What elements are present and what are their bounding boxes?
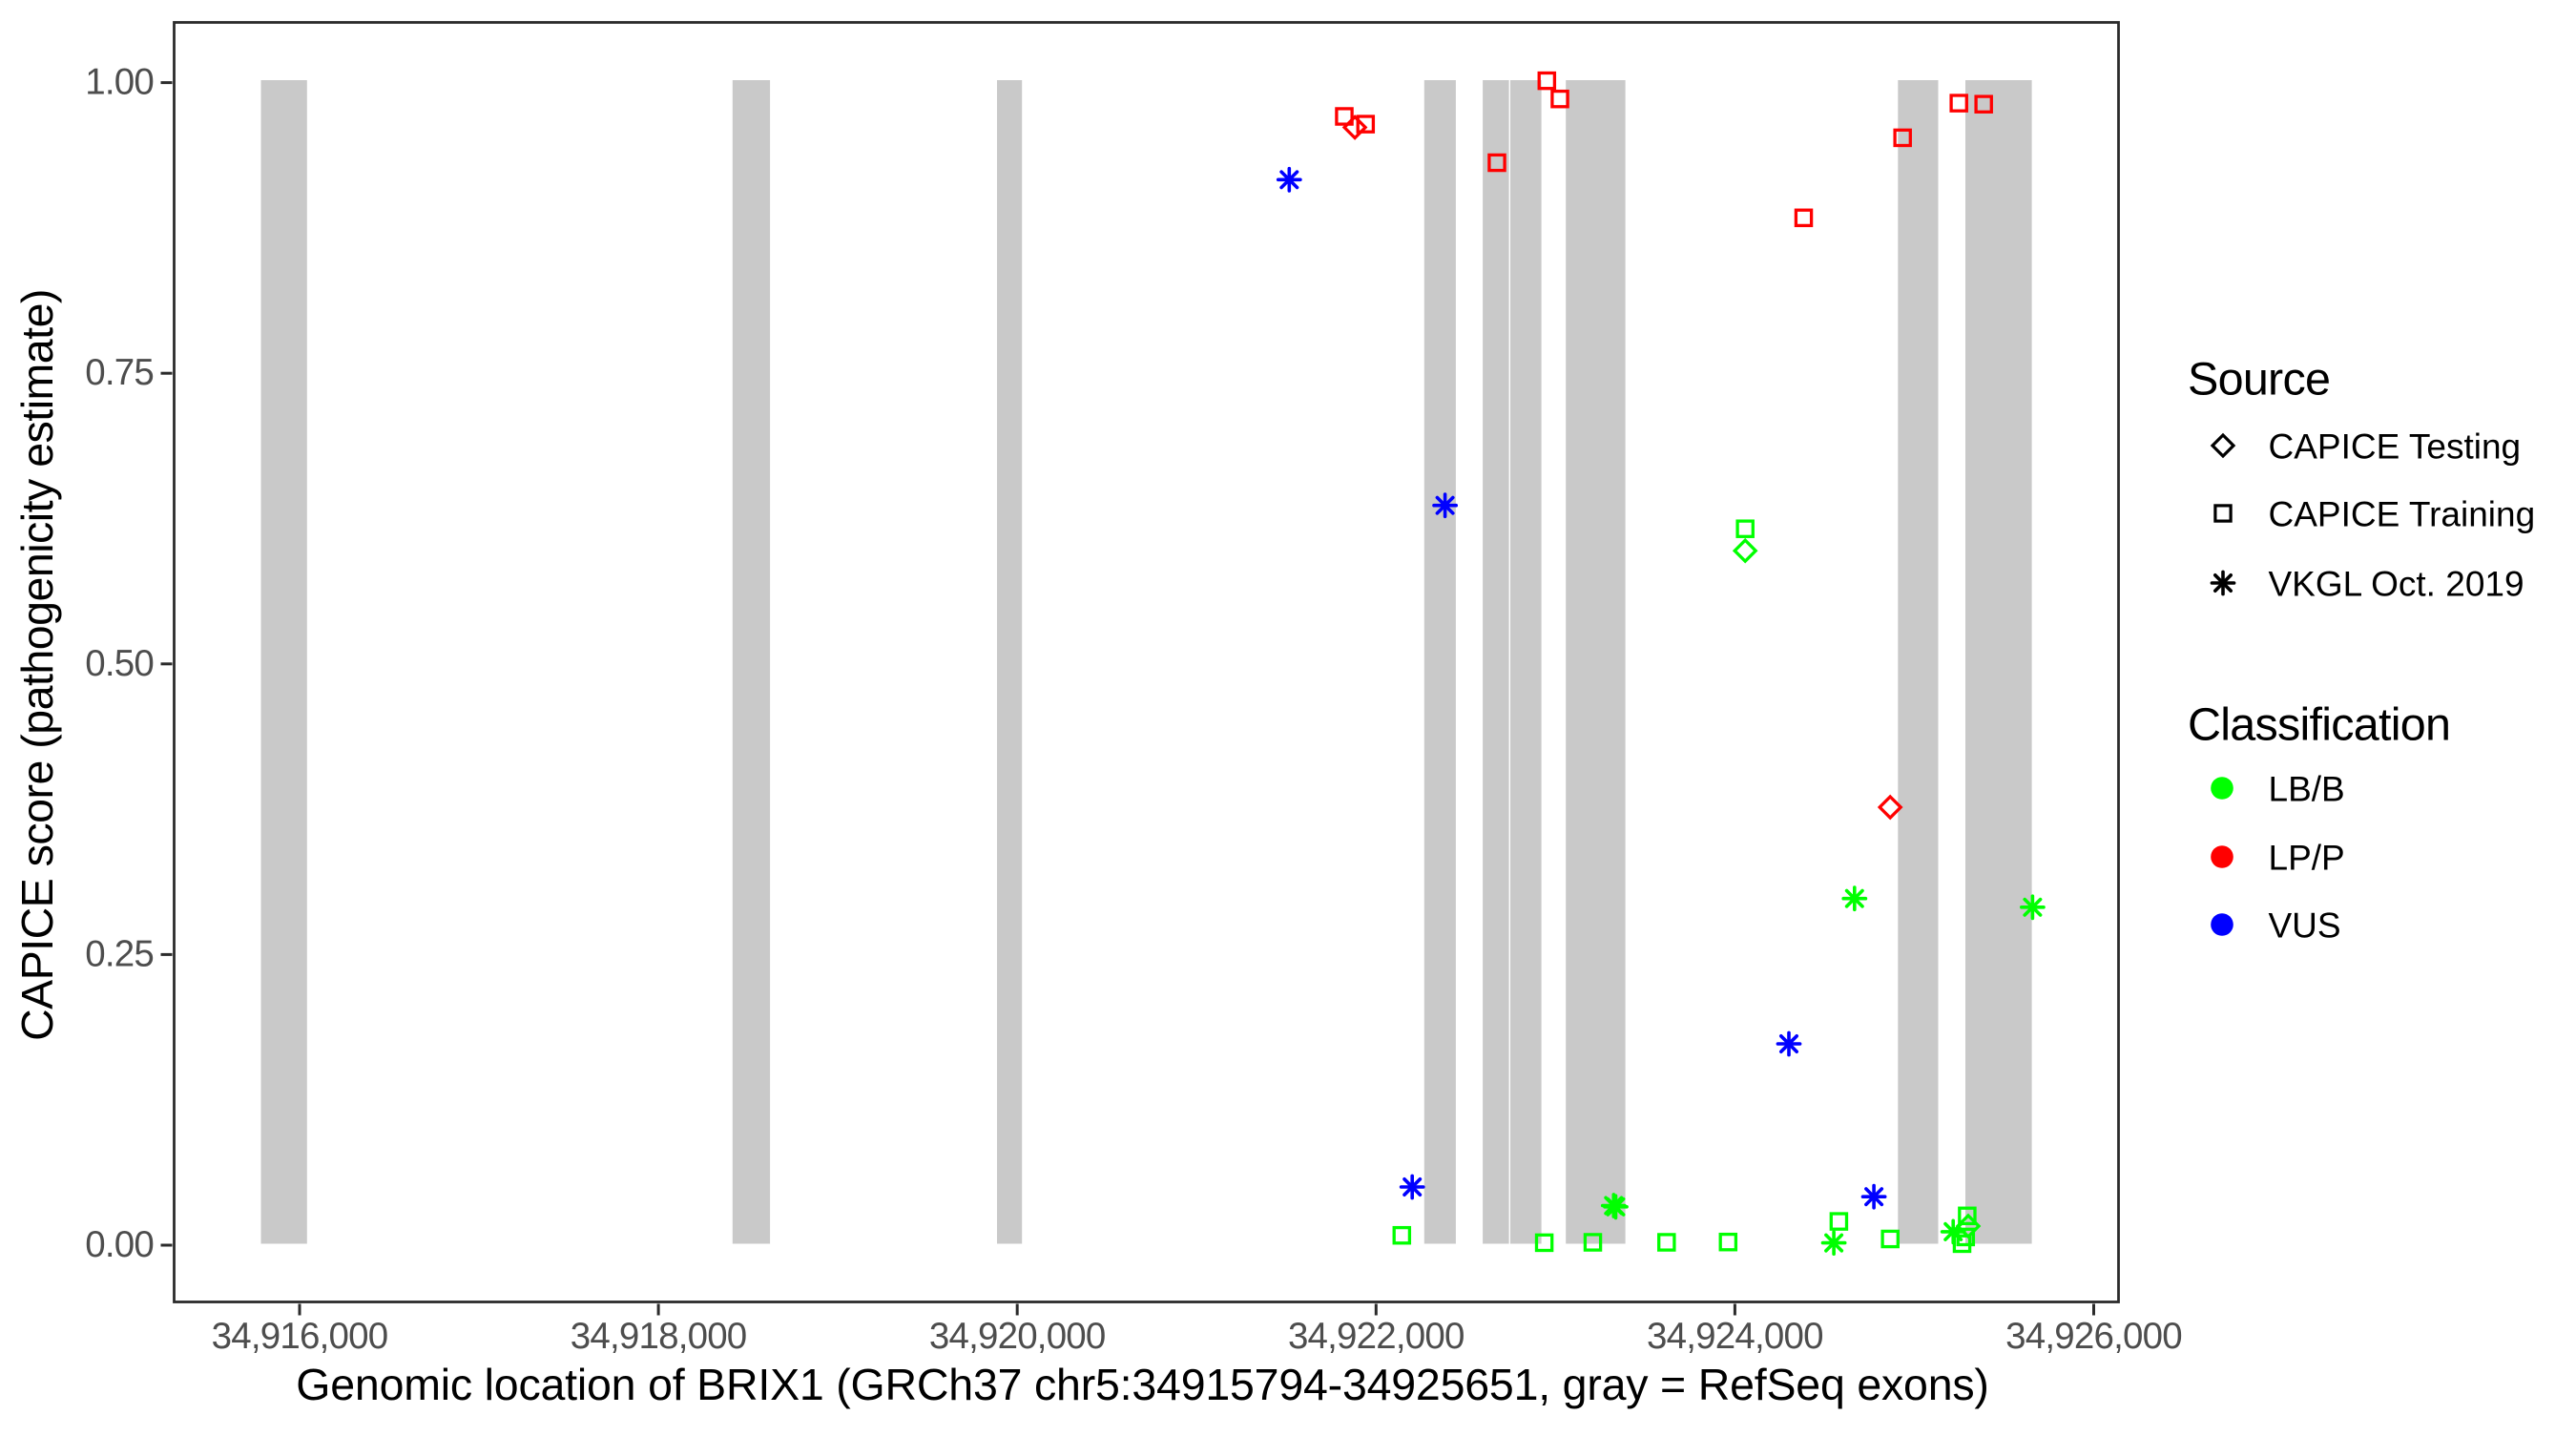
svg-text:34,922,000: 34,922,000 [1288,1316,1465,1357]
svg-text:0.00: 0.00 [85,1224,154,1265]
svg-text:CAPICE score (pathogenicity es: CAPICE score (pathogenicity estimate) [12,289,62,1041]
svg-text:34,918,000: 34,918,000 [571,1316,747,1357]
svg-text:CAPICE Training: CAPICE Training [2269,495,2536,534]
svg-text:34,924,000: 34,924,000 [1647,1316,1823,1357]
svg-text:Genomic location of BRIX1 (GRC: Genomic location of BRIX1 (GRCh37 chr5:3… [296,1360,1988,1409]
svg-text:LP/P: LP/P [2269,839,2345,878]
svg-text:34,926,000: 34,926,000 [2005,1316,2182,1357]
svg-text:CAPICE Testing: CAPICE Testing [2269,427,2522,467]
svg-text:0.25: 0.25 [85,933,154,974]
svg-text:VUS: VUS [2269,906,2341,946]
svg-text:34,916,000: 34,916,000 [212,1316,388,1357]
svg-text:0.50: 0.50 [85,643,154,684]
svg-text:0.75: 0.75 [85,352,154,393]
svg-text:Source: Source [2188,354,2330,406]
svg-text:Classification: Classification [2188,699,2450,751]
svg-text:1.00: 1.00 [85,62,154,103]
svg-text:LB/B: LB/B [2269,770,2345,809]
svg-text:34,920,000: 34,920,000 [929,1316,1106,1357]
svg-text:VKGL Oct. 2019: VKGL Oct. 2019 [2269,565,2524,604]
